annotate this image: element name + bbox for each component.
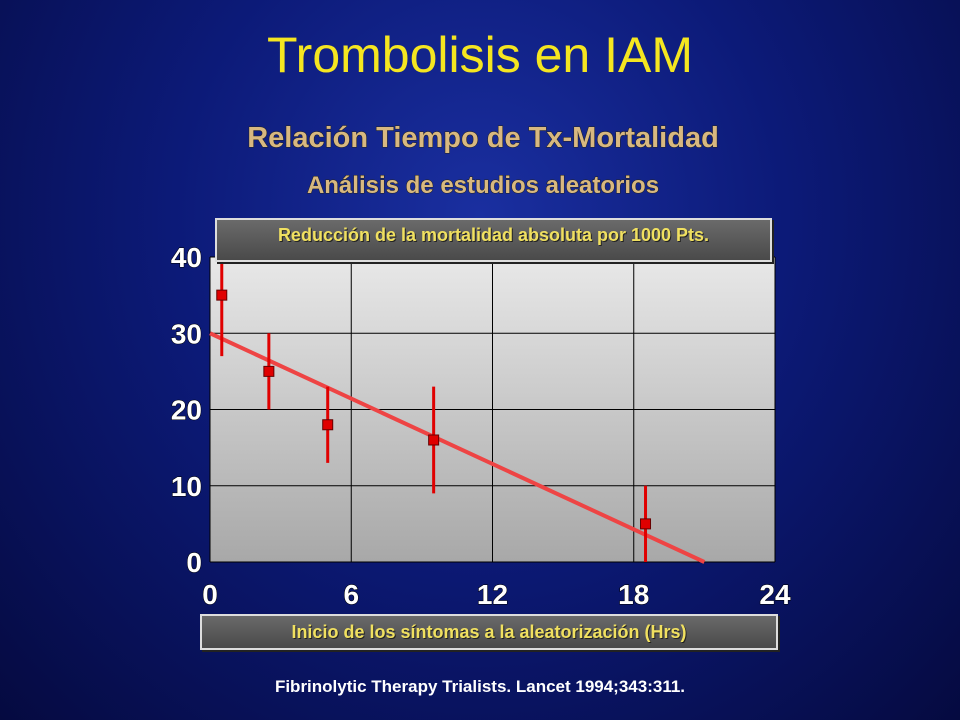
y-tick-label: 20 (171, 395, 202, 426)
subtitle: Análisis de estudios aleatorios (307, 172, 659, 199)
y-tick-label: 0 (186, 547, 202, 578)
y-tick-label: 10 (171, 471, 202, 502)
x-axis-label: Inicio de los síntomas a la aleatorizaci… (200, 614, 778, 650)
point (322, 419, 334, 431)
y-tick-label: 30 (171, 318, 202, 349)
point (263, 365, 275, 377)
x-tick-label: 12 (477, 579, 508, 610)
x-tick-label: 24 (759, 579, 791, 610)
point (428, 434, 440, 446)
point (640, 518, 652, 530)
trend-line (209, 331, 706, 564)
x-tick-label: 6 (343, 579, 359, 610)
x-tick-label: 18 (618, 579, 649, 610)
y-tick-label: 40 (171, 242, 202, 273)
x-tick-label: 0 (202, 579, 218, 610)
point (216, 289, 228, 301)
title: Trombolisis en IAM (267, 27, 693, 83)
subtitle: Relación Tiempo de Tx-Mortalidad (247, 122, 719, 154)
source: Fibrinolytic Therapy Trialists. Lancet 1… (275, 677, 685, 696)
y-axis-label: Reducción de la mortalidad absoluta por … (215, 218, 772, 262)
